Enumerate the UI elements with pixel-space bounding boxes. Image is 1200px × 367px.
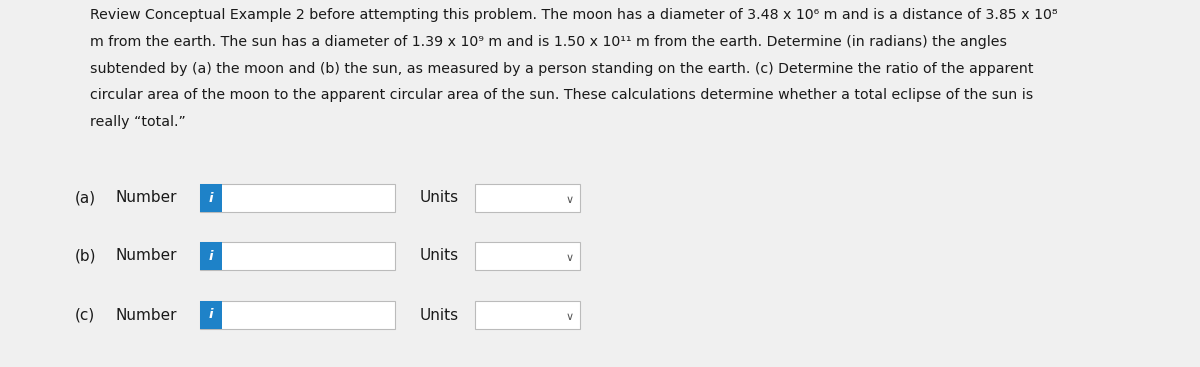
FancyBboxPatch shape	[200, 242, 222, 270]
FancyBboxPatch shape	[200, 242, 395, 270]
Text: Number: Number	[115, 248, 176, 264]
Text: Number: Number	[115, 190, 176, 206]
Text: (a): (a)	[74, 190, 96, 206]
Text: m from the earth. The sun has a diameter of 1.39 x 10⁹ m and is 1.50 x 10¹¹ m fr: m from the earth. The sun has a diameter…	[90, 35, 1007, 49]
Text: ∨: ∨	[565, 312, 574, 322]
Text: Number: Number	[115, 308, 176, 323]
FancyBboxPatch shape	[475, 301, 580, 329]
Text: Review Conceptual Example 2 before attempting this problem. The moon has a diame: Review Conceptual Example 2 before attem…	[90, 8, 1057, 22]
FancyBboxPatch shape	[200, 184, 395, 212]
Text: i: i	[209, 250, 214, 262]
FancyBboxPatch shape	[200, 184, 222, 212]
Text: circular area of the moon to the apparent circular area of the sun. These calcul: circular area of the moon to the apparen…	[90, 88, 1033, 102]
FancyBboxPatch shape	[200, 301, 395, 329]
Text: ∨: ∨	[565, 253, 574, 263]
Text: ∨: ∨	[565, 195, 574, 205]
Text: Units: Units	[420, 308, 460, 323]
Text: Units: Units	[420, 248, 460, 264]
Text: i: i	[209, 309, 214, 321]
FancyBboxPatch shape	[200, 301, 222, 329]
Text: subtended by (a) the moon and (b) the sun, as measured by a person standing on t: subtended by (a) the moon and (b) the su…	[90, 62, 1033, 76]
FancyBboxPatch shape	[475, 242, 580, 270]
FancyBboxPatch shape	[475, 184, 580, 212]
Text: (b): (b)	[74, 248, 96, 264]
Text: Units: Units	[420, 190, 460, 206]
Text: really “total.”: really “total.”	[90, 115, 186, 129]
Text: i: i	[209, 192, 214, 204]
Text: (c): (c)	[74, 308, 95, 323]
